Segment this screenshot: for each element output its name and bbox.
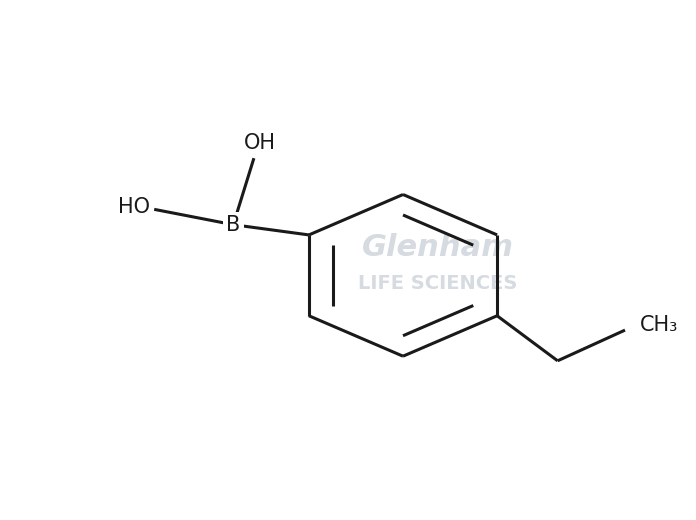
Text: HO: HO xyxy=(118,197,150,217)
Text: Glenham: Glenham xyxy=(361,233,514,262)
Text: LIFE SCIENCES: LIFE SCIENCES xyxy=(358,274,517,293)
Text: CH₃: CH₃ xyxy=(640,315,679,335)
Text: OH: OH xyxy=(244,133,276,153)
Text: B: B xyxy=(226,215,240,235)
